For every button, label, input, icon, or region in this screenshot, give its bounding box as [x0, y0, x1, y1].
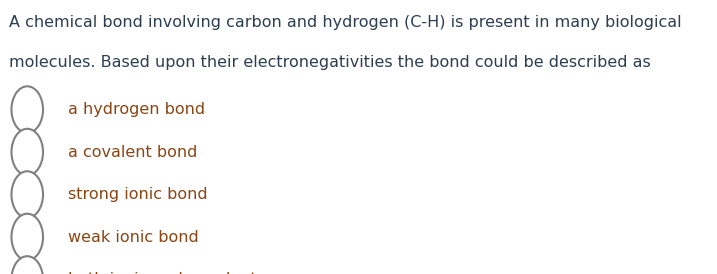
Text: a hydrogen bond: a hydrogen bond	[68, 102, 205, 117]
Ellipse shape	[11, 256, 43, 274]
Text: a covalent bond: a covalent bond	[68, 145, 197, 159]
Text: strong ionic bond: strong ionic bond	[68, 187, 208, 202]
Text: molecules. Based upon their electronegativities the bond could be described as: molecules. Based upon their electronegat…	[9, 55, 650, 70]
Text: weak ionic bond: weak ionic bond	[68, 230, 199, 244]
Text: A chemical bond involving carbon and hydrogen (C-H) is present in many biologica: A chemical bond involving carbon and hyd…	[9, 15, 681, 30]
Ellipse shape	[11, 171, 43, 218]
Ellipse shape	[11, 214, 43, 260]
Ellipse shape	[11, 129, 43, 175]
Ellipse shape	[11, 86, 43, 133]
Text: both ionic and covalent: both ionic and covalent	[68, 272, 257, 274]
